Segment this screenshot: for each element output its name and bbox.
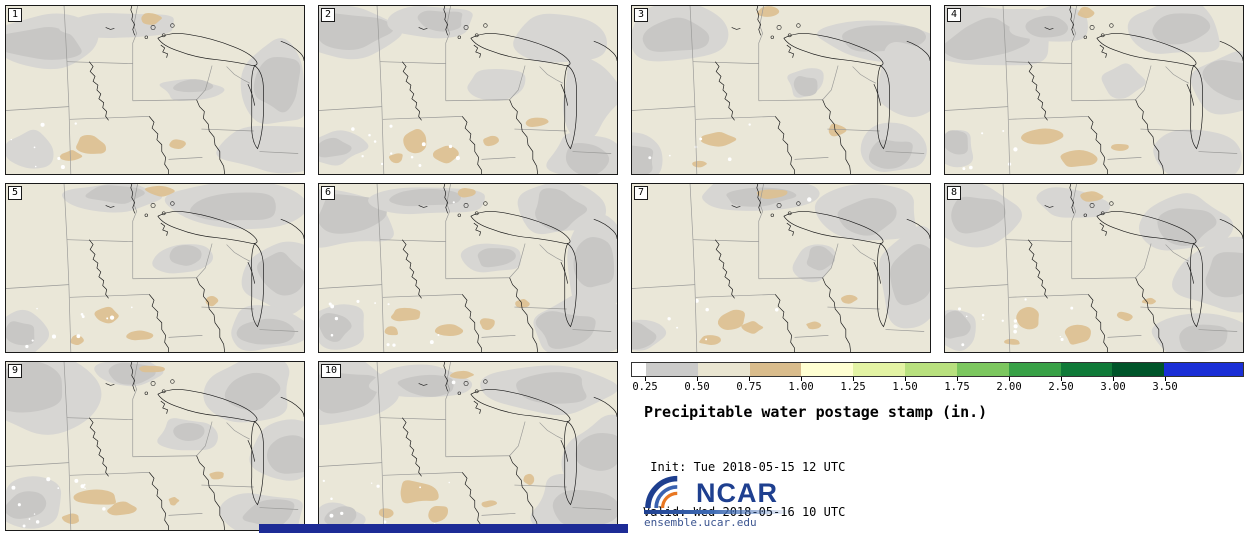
colorbar-segment xyxy=(697,363,750,376)
colorbar-labels: 0.25 0.50 0.75 1.00 1.25 1.50 1.75 2.00 2.50 3.00… xyxy=(631,381,1244,394)
colorbar-tick xyxy=(1061,377,1062,381)
panel-number-label: 8 xyxy=(947,186,962,200)
postage-stamp-grid: 0.25 0.50 0.75 1.00 1.25 1.50 1.75 2.00 2.50 3.00… xyxy=(5,5,1244,531)
logo-gradient-bar xyxy=(644,510,794,514)
panel-number-label: 1 xyxy=(8,8,23,22)
legend-area: 0.25 0.50 0.75 1.00 1.25 1.50 1.75 2.00 2.50 3.00… xyxy=(631,361,1244,531)
colorbar-tick-label: 2.00 xyxy=(996,381,1022,393)
panel-number-label: 10 xyxy=(321,364,342,378)
colorbar-ticks xyxy=(631,377,1244,381)
forecast-panel-4: 4 xyxy=(944,5,1244,175)
colorbar-segment xyxy=(632,363,646,376)
map-image xyxy=(319,184,617,352)
map-image xyxy=(6,6,304,174)
colorbar-tick-label: 0.75 xyxy=(736,381,762,393)
colorbar-tick-label: 0.25 xyxy=(632,381,658,393)
forecast-panel-3: 3 xyxy=(631,5,931,175)
panel-number-label: 7 xyxy=(634,186,649,200)
init-time: Init: Tue 2018-05-15 12 UTC xyxy=(643,460,846,474)
colorbar-segment xyxy=(853,363,906,376)
map-image xyxy=(945,184,1243,352)
forecast-panel-2: 2 xyxy=(318,5,618,175)
colorbar-segment xyxy=(1164,363,1243,376)
colorbar-segment xyxy=(1008,363,1061,376)
map-image xyxy=(632,184,930,352)
forecast-panel-1: 1 xyxy=(5,5,305,175)
colorbar-gradient xyxy=(631,362,1244,377)
forecast-panel-5: 5 xyxy=(5,183,305,353)
panel-number-label: 3 xyxy=(634,8,649,22)
colorbar-tick-label: 0.50 xyxy=(684,381,710,393)
ncar-swoosh-icon xyxy=(645,475,678,508)
colorbar-tick-label: 3.00 xyxy=(1100,381,1126,393)
colorbar-tick xyxy=(1165,377,1166,381)
forecast-panel-10: 10 xyxy=(318,361,618,531)
colorbar-segment xyxy=(1112,363,1165,376)
colorbar-tick-label: 1.75 xyxy=(944,381,970,393)
panel-number-label: 6 xyxy=(321,186,336,200)
map-image xyxy=(319,6,617,174)
colorbar-segment xyxy=(749,363,802,376)
colorbar-tick xyxy=(957,377,958,381)
colorbar-tick-label: 1.25 xyxy=(840,381,866,393)
colorbar-tick xyxy=(853,377,854,381)
forecast-panel-6: 6 xyxy=(318,183,618,353)
colorbar-tick xyxy=(1113,377,1114,381)
colorbar-tick xyxy=(801,377,802,381)
colorbar-segment xyxy=(905,363,957,376)
colorbar-segment xyxy=(801,363,854,376)
panel-number-label: 5 xyxy=(8,186,23,200)
map-image xyxy=(6,362,304,530)
colorbar-tick xyxy=(749,377,750,381)
colorbar-segment xyxy=(645,363,698,376)
colorbar-tick xyxy=(1009,377,1010,381)
colorbar-tick xyxy=(905,377,906,381)
colorbar-tick xyxy=(645,377,646,381)
map-image xyxy=(319,362,617,530)
colorbar-segment xyxy=(1060,363,1113,376)
panel-number-label: 4 xyxy=(947,8,962,22)
colorbar-tick-label: 1.00 xyxy=(788,381,814,393)
site-url: ensemble.ucar.edu xyxy=(644,516,757,529)
cropped-bottom-bar xyxy=(259,524,628,533)
colorbar: 0.25 0.50 0.75 1.00 1.25 1.50 1.75 2.00 2.50 3.00… xyxy=(631,362,1244,394)
ncar-wordmark: NCAR xyxy=(696,478,778,508)
ncar-logo-row: NCAR xyxy=(644,475,794,508)
colorbar-tick xyxy=(697,377,698,381)
colorbar-tick-label: 2.50 xyxy=(1048,381,1074,393)
forecast-panel-9: 9 xyxy=(5,361,305,531)
map-image xyxy=(945,6,1243,174)
colorbar-tick-label: 1.50 xyxy=(892,381,918,393)
map-image xyxy=(632,6,930,174)
panel-number-label: 9 xyxy=(8,364,23,378)
colorbar-segment xyxy=(956,363,1009,376)
forecast-panel-8: 8 xyxy=(944,183,1244,353)
panel-number-label: 2 xyxy=(321,8,336,22)
colorbar-tick-label: 3.50 xyxy=(1152,381,1178,393)
forecast-panel-7: 7 xyxy=(631,183,931,353)
figure-title: Precipitable water postage stamp (in.) xyxy=(644,403,988,421)
ncar-logo: NCAR ensemble.ucar.edu xyxy=(644,475,794,529)
map-image xyxy=(6,184,304,352)
